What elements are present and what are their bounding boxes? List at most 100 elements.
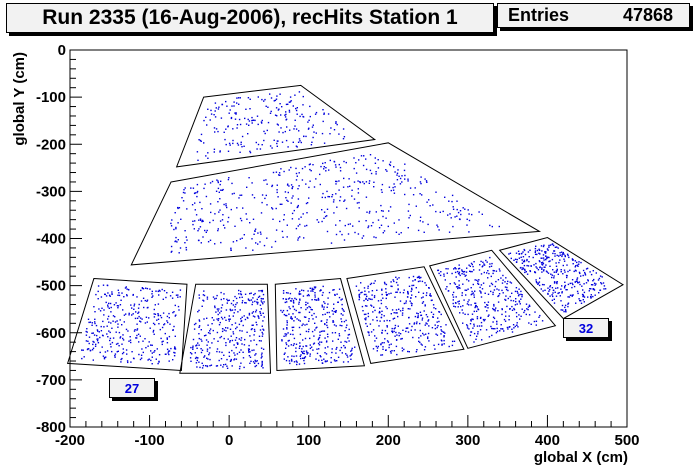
hit-point — [312, 349, 314, 351]
hit-point — [293, 361, 296, 363]
hit-point — [302, 357, 304, 359]
hit-point — [470, 331, 472, 333]
hit-point — [299, 333, 302, 336]
hit-point — [427, 337, 429, 340]
hit-point — [208, 353, 210, 356]
hit-point — [513, 308, 516, 311]
hit-point — [578, 263, 580, 265]
hit-point — [391, 350, 393, 352]
hit-point — [454, 216, 456, 218]
hit-point — [261, 325, 263, 327]
hit-point — [281, 230, 284, 233]
hit-point — [248, 120, 251, 122]
hit-point — [325, 170, 327, 172]
hit-point — [132, 313, 134, 315]
hit-point — [381, 313, 383, 316]
hit-point — [338, 333, 340, 335]
hit-point — [545, 251, 547, 253]
hit-point — [397, 284, 399, 286]
hit-point — [262, 333, 264, 335]
hit-point — [222, 366, 224, 368]
hit-point — [324, 302, 326, 305]
hit-point — [230, 249, 232, 251]
hit-point — [532, 256, 534, 259]
hit-point — [366, 211, 368, 213]
hit-point — [345, 341, 348, 343]
hit-point — [197, 159, 199, 161]
hit-point — [355, 162, 357, 164]
hit-point — [231, 365, 233, 367]
hit-point — [234, 322, 237, 324]
hit-point — [555, 271, 557, 273]
hit-point — [574, 260, 576, 262]
hit-point — [548, 260, 550, 263]
hit-point — [392, 189, 395, 191]
hit-point — [216, 350, 218, 353]
hit-point — [331, 194, 334, 196]
hit-point — [295, 350, 297, 353]
hit-point — [211, 323, 213, 325]
hit-point — [402, 309, 404, 311]
hit-point — [542, 270, 545, 272]
hit-point — [351, 347, 353, 350]
hit-point — [155, 358, 157, 360]
hit-point — [384, 283, 386, 285]
hit-point — [322, 291, 324, 294]
hit-point — [307, 290, 309, 292]
hit-point — [333, 310, 335, 313]
hit-point — [277, 109, 280, 111]
hit-point — [370, 282, 373, 285]
hit-point — [326, 306, 328, 308]
hit-point — [292, 329, 294, 332]
hit-point — [312, 124, 314, 126]
hit-point — [273, 100, 275, 102]
hit-point — [541, 283, 544, 286]
hit-point — [151, 363, 153, 365]
hit-point — [417, 315, 419, 317]
hit-point — [550, 273, 552, 275]
hit-point — [518, 288, 520, 290]
hit-point — [262, 303, 264, 305]
hit-point — [327, 195, 329, 198]
hit-point — [290, 202, 292, 204]
hit-point — [206, 124, 208, 126]
hit-point — [428, 199, 430, 201]
hit-point — [466, 324, 468, 326]
hit-point — [590, 294, 592, 296]
hit-point — [478, 279, 480, 281]
hit-point — [396, 172, 399, 174]
hit-point — [233, 312, 235, 314]
hit-point — [539, 260, 541, 263]
hit-point — [248, 314, 251, 316]
hit-point — [259, 311, 261, 313]
hit-point — [293, 308, 296, 311]
hit-point — [592, 284, 594, 286]
hit-point — [524, 269, 526, 271]
hit-point — [255, 242, 257, 244]
hit-point — [229, 309, 232, 311]
hit-point — [377, 219, 380, 221]
hit-point — [326, 230, 329, 233]
hit-point — [289, 101, 292, 103]
hit-point — [249, 351, 251, 353]
hit-point — [315, 358, 317, 360]
hit-point — [327, 336, 329, 338]
hit-point — [559, 259, 561, 261]
hit-point — [522, 267, 524, 269]
hit-point — [411, 294, 413, 296]
hit-point — [157, 303, 160, 305]
hit-point — [338, 133, 340, 135]
hit-point — [82, 349, 84, 351]
hit-point — [478, 269, 481, 271]
hit-point — [323, 330, 326, 332]
hit-point — [307, 352, 309, 354]
hit-point — [483, 271, 485, 274]
hit-point — [408, 285, 411, 287]
hit-point — [233, 352, 235, 354]
hit-point — [388, 186, 391, 188]
hit-point — [568, 296, 571, 298]
hit-point — [285, 292, 288, 294]
hit-point — [244, 302, 246, 304]
hit-point — [137, 333, 140, 335]
hit-point — [192, 348, 194, 350]
